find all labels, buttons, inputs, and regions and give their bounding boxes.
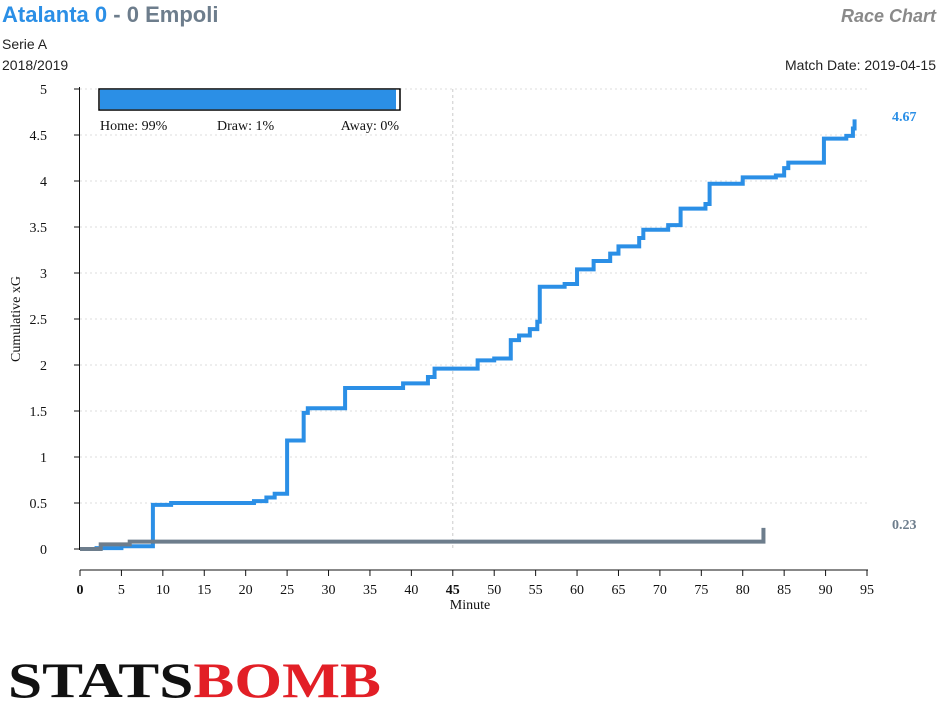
home-final-xg-label: 4.67 — [892, 110, 917, 125]
x-tick-label: 45 — [446, 583, 460, 598]
x-tick-label: 65 — [611, 583, 625, 598]
x-tick-label: 80 — [736, 583, 750, 598]
x-tick-label: 0 — [77, 583, 84, 598]
match-title: Atalanta 0 - 0 Empoli — [2, 2, 218, 28]
x-tick-label: 50 — [487, 583, 501, 598]
grid-lines — [80, 88, 867, 504]
race-chart: 00.511.522.533.544.550 5 10 15 20 25 30 35 40 45 5… — [9, 83, 917, 613]
x-tick-label: 30 — [322, 583, 336, 598]
x-tick-label: 75 — [694, 583, 708, 598]
home-score: 0 — [94, 2, 108, 27]
probability-bar: Home: 99% Draw: 1% Away: 0% — [98, 88, 401, 134]
x-tick-label: 85 — [777, 583, 791, 598]
y-tick-label: 0.5 — [30, 497, 48, 512]
x-tick-label: 90 — [819, 583, 833, 598]
away-xg-step-line — [80, 527, 766, 551]
competition-label: Serie A — [2, 36, 48, 52]
x-tick-label: 20 — [239, 583, 253, 598]
x-tick-label: 40 — [404, 583, 418, 598]
x-tick-label: 5 — [118, 583, 125, 598]
statsbomb-logo: STATS B O MB — [8, 652, 381, 704]
home-team-name: Atalanta — [2, 2, 89, 27]
x-tick-label: 55 — [529, 583, 543, 598]
season-label: 2018/2019 — [2, 57, 69, 73]
away-final-xg-label: 0.23 — [892, 518, 917, 533]
probability-bar-home — [100, 89, 397, 110]
away-team-name: Empoli — [145, 2, 219, 27]
score-separator: - — [113, 2, 121, 27]
probability-bar-draw — [396, 89, 399, 110]
series-lines — [80, 119, 857, 551]
axes: 00.511.522.533.544.550 5 10 15 20 25 30 35 40 45 5… — [30, 83, 875, 598]
y-tick-label: 2 — [40, 359, 47, 374]
probability-bar-outline — [98, 88, 401, 111]
x-tick-label: 25 — [280, 583, 294, 598]
y-tick-label: 3.5 — [30, 221, 48, 236]
y-tick-label: 3 — [40, 267, 47, 282]
x-tick-label: 70 — [653, 583, 667, 598]
x-tick-label: 95 — [860, 583, 874, 598]
x-tick-label: 60 — [570, 583, 584, 598]
draw-probability-label: Draw: 1% — [217, 119, 274, 134]
y-tick-label: 0 — [40, 543, 47, 558]
home-xg-step-line — [80, 119, 857, 551]
x-axis-label: Minute — [450, 598, 490, 613]
home-probability-label: Home: 99% — [100, 119, 168, 134]
y-axis-label: Cumulative xG — [9, 276, 24, 362]
y-tick-label: 4.5 — [30, 129, 48, 144]
x-tick-label: 35 — [363, 583, 377, 598]
away-score: 0 — [126, 2, 139, 27]
y-tick-label: 1.5 — [30, 405, 48, 420]
y-tick-label: 4 — [40, 175, 47, 190]
chart-kind-label: Race Chart — [840, 6, 936, 26]
y-tick-label: 2.5 — [30, 313, 48, 328]
y-tick-label: 1 — [40, 451, 47, 466]
x-tick-label: 15 — [197, 583, 211, 598]
x-tick-label: 10 — [156, 583, 170, 598]
y-tick-label: 5 — [40, 83, 47, 98]
match-date-label: Match Date: 2019-04-15 — [785, 57, 936, 73]
away-probability-label: Away: 0% — [341, 119, 400, 134]
